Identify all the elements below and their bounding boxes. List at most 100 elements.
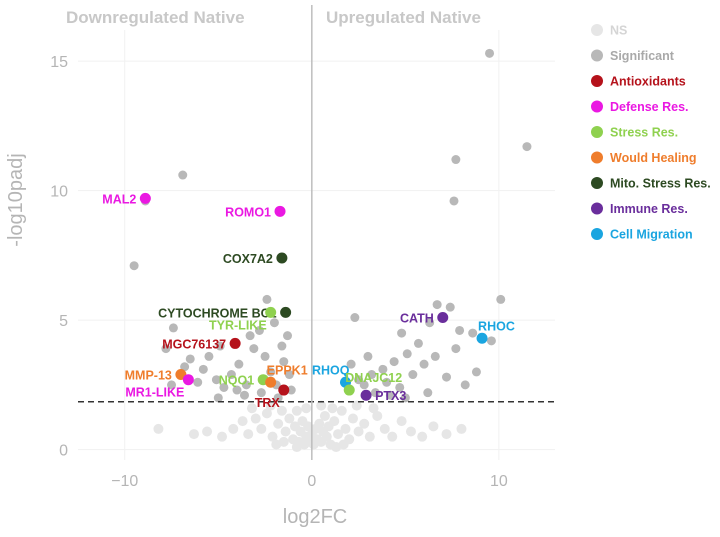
gene-point-ptx3 (360, 389, 372, 401)
x-tick-label: −10 (111, 473, 138, 490)
ns-point (291, 442, 302, 453)
gene-label-mal2: MAL2 (102, 192, 136, 206)
ns-point (319, 410, 330, 421)
significant-point (378, 364, 388, 374)
ns-point (188, 429, 199, 440)
ns-point (405, 426, 416, 437)
significant-point (260, 351, 270, 361)
legend-label-significant: Significant (610, 49, 675, 63)
significant-point (385, 390, 395, 400)
significant-point (249, 344, 259, 354)
significant-point (419, 359, 429, 369)
legend-label-ns: NS (610, 24, 627, 38)
gene-label-cath: CATH (400, 312, 434, 326)
significant-point (468, 328, 478, 338)
significant-point (273, 393, 283, 403)
gene-label-cytochrome-bc1: CYTOCHROME BC1 (158, 306, 277, 320)
gene-point-cath (437, 312, 449, 324)
ns-point (359, 418, 370, 429)
significant-point (262, 294, 272, 304)
ns-point (364, 431, 375, 442)
y-tick-label: 15 (50, 54, 68, 71)
ns-point (271, 439, 282, 450)
gene-point-mgc76137 (229, 337, 241, 349)
ns-point (336, 405, 347, 416)
significant-point (198, 364, 208, 374)
gene-point-tyr-like (265, 306, 277, 318)
significant-point (346, 359, 356, 369)
significant-point (129, 261, 139, 271)
significant-point (245, 331, 255, 341)
y-tick-label: 5 (59, 313, 68, 330)
significant-point (178, 170, 188, 180)
ns-point (265, 400, 276, 411)
significant-point (232, 385, 242, 395)
significant-point (234, 359, 244, 369)
legend-marker-antioxidants (591, 75, 603, 87)
gene-label-cox7a2: COX7A2 (223, 252, 273, 266)
significant-point (204, 351, 214, 361)
legend-label-cell-migration: Cell Migration (610, 228, 693, 242)
gene-label-romo1: ROMO1 (225, 205, 271, 219)
significant-point (449, 196, 459, 206)
ns-point (347, 413, 358, 424)
legend-label-immune-res: Immune Res. (610, 202, 688, 216)
ns-point (153, 423, 164, 434)
gene-point-trx (278, 384, 290, 396)
significant-point (430, 351, 440, 361)
gene-point-mr1-like (182, 374, 194, 386)
x-tick-label: 0 (307, 473, 316, 490)
legend-marker-significant (591, 49, 603, 62)
ns-point (456, 423, 467, 434)
legend-label-would-healing: Would Healing (610, 151, 697, 165)
title-downregulated: Downregulated Native (66, 8, 245, 27)
significant-point (367, 370, 377, 380)
significant-point (256, 388, 266, 398)
ns-point (217, 431, 228, 442)
significant-point (413, 338, 423, 348)
ns-point (321, 431, 332, 442)
significant-point (283, 331, 293, 341)
significant-point (423, 388, 433, 398)
ns-point (379, 423, 390, 434)
ns-point (314, 418, 325, 429)
ns-point (372, 410, 383, 421)
ns-point (267, 431, 278, 442)
ns-points (153, 400, 467, 453)
ns-point (243, 429, 254, 440)
ns-point (301, 403, 312, 414)
gene-label-mr1-like: MR1-LIKE (125, 386, 184, 400)
legend-label-stress-res: Stress Res. (610, 126, 678, 140)
significant-point (354, 375, 364, 385)
significant-point (425, 318, 435, 328)
gene-label-rhoc: RHOC (478, 319, 515, 333)
significant-point (486, 336, 496, 346)
ns-point (329, 416, 340, 427)
significant-point (402, 349, 412, 359)
ns-point (246, 403, 257, 414)
ns-point (316, 400, 327, 411)
significant-point (389, 357, 399, 367)
ns-point (284, 413, 295, 424)
significant-point (180, 362, 190, 372)
significant-points (129, 48, 532, 403)
ns-point (396, 416, 407, 427)
significant-point (363, 351, 373, 361)
significant-point (397, 328, 407, 338)
significant-point (279, 357, 289, 367)
significant-point (215, 341, 225, 351)
gene-label-mmp-13: MMP-13 (125, 369, 172, 383)
significant-point (395, 382, 405, 392)
legend-marker-would-healing (591, 151, 603, 164)
gene-label-rhoq: RHOQ (312, 363, 350, 377)
ns-point (441, 429, 452, 440)
ns-point (351, 400, 362, 411)
ns-point (237, 416, 248, 427)
axis-ticks: −10 0 10 0 5 10 15 (50, 54, 508, 490)
significant-point (485, 48, 495, 58)
ns-point (228, 423, 239, 434)
legend-label-antioxidants: Antioxidants (610, 75, 686, 89)
gene-label-nqo1: NQO1 (219, 374, 254, 388)
gene-point-eppk1 (265, 376, 277, 388)
